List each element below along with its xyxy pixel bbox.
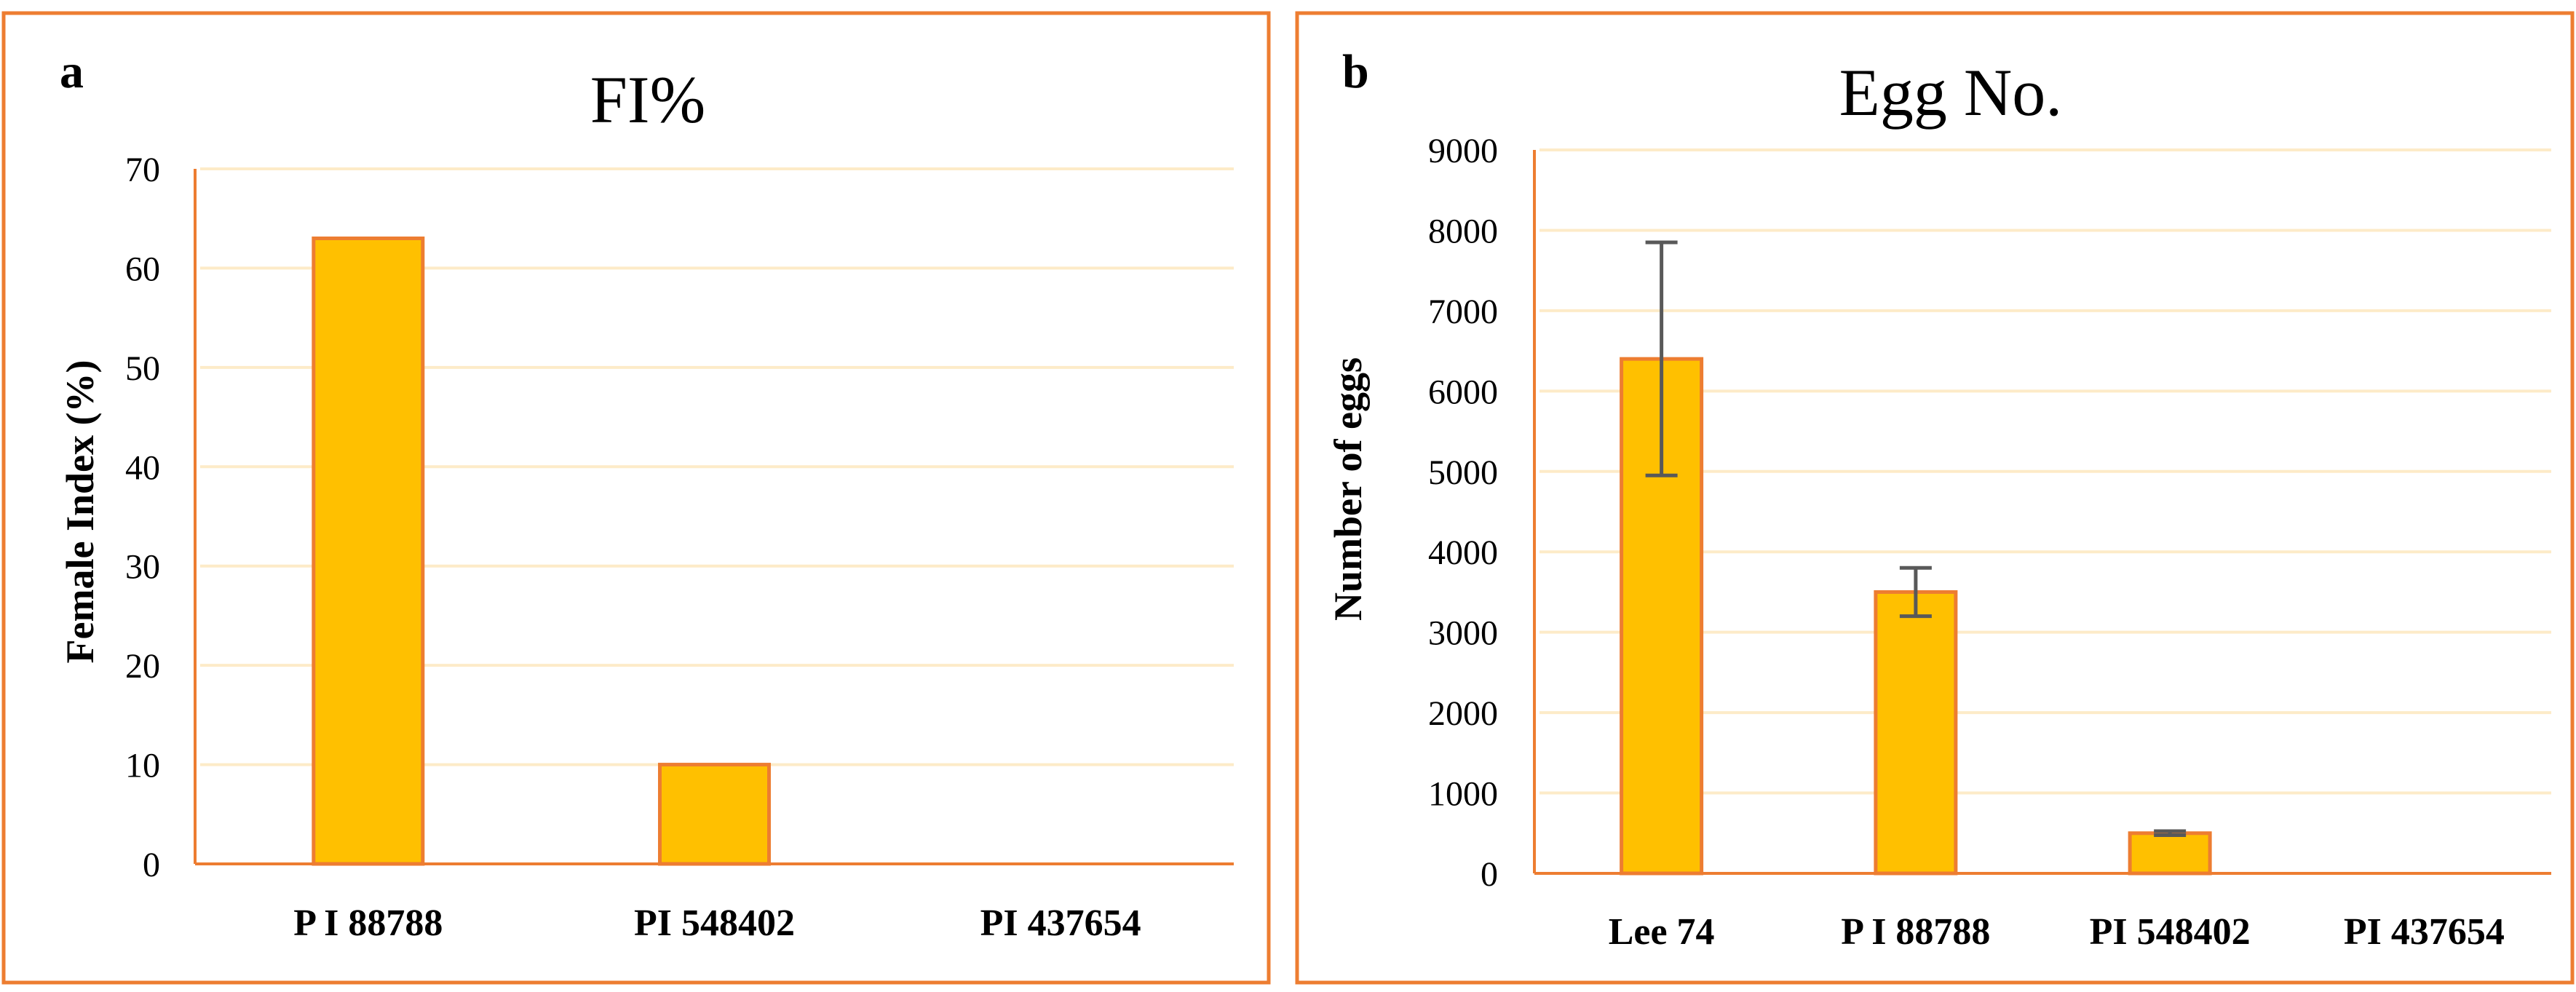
panel-a-label: a <box>60 45 84 98</box>
x-tick-label: Lee 74 <box>1609 911 1715 953</box>
panel-a: a FI% Female Index (%) 0 10 20 30 40 50 60 70 P… <box>1 11 1271 985</box>
bar <box>312 237 425 866</box>
y-tick-label: 0 <box>1481 855 1498 894</box>
panel-b-bars <box>1620 357 2212 876</box>
bar <box>1874 590 1958 876</box>
panel-a-x-ticks: P I 88788 PI 548402 PI 437654 <box>293 902 1141 944</box>
y-tick-label: 9000 <box>1428 132 1498 170</box>
y-tick-label: 4000 <box>1428 533 1498 572</box>
panel-b-error-bars <box>1645 240 2187 838</box>
panel-b-y-ticks: 0 1000 2000 3000 4000 5000 6000 7000 8000 9000 <box>1428 132 1498 894</box>
bar <box>2128 831 2212 876</box>
y-tick-label: 60 <box>125 250 160 288</box>
y-tick-label: 50 <box>125 349 160 388</box>
x-tick-label: PI 437654 <box>980 902 1141 944</box>
y-tick-label: 20 <box>125 647 160 686</box>
panel-a-title: FI% <box>590 63 705 137</box>
x-tick-label: PI 548402 <box>634 902 795 944</box>
panel-a-bars <box>312 237 771 866</box>
x-tick-label: PI 548402 <box>2090 911 2251 953</box>
x-tick-label: P I 88788 <box>1841 911 1990 953</box>
bar <box>658 763 771 866</box>
y-tick-label: 5000 <box>1428 453 1498 492</box>
y-tick-label: 8000 <box>1428 212 1498 250</box>
y-tick-label: 3000 <box>1428 614 1498 653</box>
panel-b-x-ticks: Lee 74 P I 88788 PI 548402 PI 437654 <box>1609 911 2505 953</box>
y-tick-label: 7000 <box>1428 293 1498 331</box>
y-tick-label: 0 <box>143 846 160 884</box>
panel-b-title: Egg No. <box>1839 55 2063 130</box>
y-tick-label: 30 <box>125 548 160 587</box>
y-tick-label: 70 <box>125 151 160 189</box>
panel-a-y-axis-label: Female Index (%) <box>58 360 102 664</box>
y-tick-label: 1000 <box>1428 775 1498 814</box>
y-tick-label: 10 <box>125 747 160 785</box>
panel-a-y-ticks: 0 10 20 30 40 50 60 70 <box>125 151 160 884</box>
x-tick-label: PI 437654 <box>2344 911 2505 953</box>
y-tick-label: 2000 <box>1428 694 1498 733</box>
panel-b: b Egg No. Number of eggs 0 1000 2000 3000 40… <box>1295 11 2575 985</box>
panel-b-gridlines <box>1539 148 2551 795</box>
x-tick-label: P I 88788 <box>293 902 443 944</box>
y-tick-label: 40 <box>125 448 160 487</box>
panel-b-y-axis-label: Number of eggs <box>1326 357 1370 621</box>
y-tick-label: 6000 <box>1428 373 1498 411</box>
panel-b-label: b <box>1342 45 1369 98</box>
panel-a-border <box>1 11 1271 985</box>
